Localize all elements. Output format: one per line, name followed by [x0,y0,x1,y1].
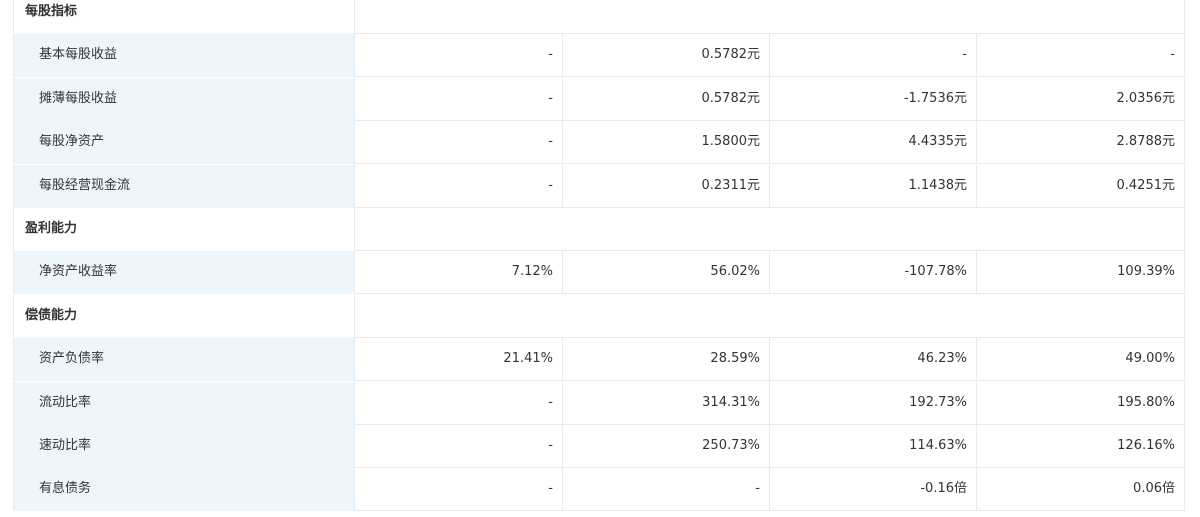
row-label: 基本每股收益 [13,34,355,78]
value-cell: 114.63% [770,425,977,468]
section-row: 每股指标 [13,0,1185,34]
row-label: 有息债务 [13,468,355,512]
value-cell: 2.0356元 [977,77,1185,121]
row-label: 净资产收益率 [13,251,355,295]
data-row: 净资产收益率 7.12% 56.02% -107.78% 109.39% [13,251,1185,295]
section-fill [355,208,1185,251]
value-cell: - [355,164,563,208]
value-cell: - [563,468,770,512]
value-cell: 192.73% [770,381,977,425]
value-cell: 0.2311元 [563,164,770,208]
value-cell: 2.8788元 [977,121,1185,165]
value-cell: - [355,425,563,468]
value-cell: 250.73% [563,425,770,468]
data-row: 流动比率 -314.31% 192.73% 195.80% [13,381,1185,425]
section-fill [355,0,1185,34]
value-cell: - [355,77,563,121]
value-cell: 4.4335元 [770,121,977,165]
value-cell: 7.12% [355,251,563,295]
data-row: 资产负债率 21.41% 28.59% 46.23% 49.00% [13,338,1185,382]
row-label: 资产负债率 [13,338,355,382]
value-cell: 126.16% [977,425,1185,468]
value-cell: - [355,381,563,425]
value-cell: 49.00% [977,338,1185,382]
value-cell: - [355,34,563,78]
data-row: 基本每股收益 -0.5782元 - - [13,34,1185,78]
value-cell: 0.4251元 [977,164,1185,208]
value-cell: 21.41% [355,338,563,382]
value-cell: - [770,34,977,78]
value-cell: -107.78% [770,251,977,295]
section-title: 盈利能力 [13,208,355,251]
section-fill [355,294,1185,338]
value-cell: 109.39% [977,251,1185,295]
data-row: 速动比率 -250.73% 114.63% 126.16% [13,425,1185,468]
value-cell: - [977,34,1185,78]
value-cell: 0.06倍 [977,468,1185,512]
row-label: 速动比率 [13,425,355,468]
section-title: 每股指标 [13,0,355,34]
value-cell: 314.31% [563,381,770,425]
data-row: 有息债务 - - -0.16倍 0.06倍 [13,468,1185,512]
value-cell: -1.7536元 [770,77,977,121]
row-label: 每股净资产 [13,121,355,165]
row-label: 摊薄每股收益 [13,77,355,121]
value-cell: 195.80% [977,381,1185,425]
value-cell: 46.23% [770,338,977,382]
value-cell: 0.5782元 [563,34,770,78]
section-row: 盈利能力 [13,208,1185,251]
value-cell: - [355,468,563,512]
value-cell: 1.5800元 [563,121,770,165]
section-title: 偿债能力 [13,294,355,338]
value-cell: -0.16倍 [770,468,977,512]
value-cell: - [355,121,563,165]
row-label: 每股经营现金流 [13,164,355,208]
data-row: 每股净资产 -1.5800元 4.4335元 2.8788元 [13,121,1185,165]
value-cell: 56.02% [563,251,770,295]
data-row: 摊薄每股收益 -0.5782元 -1.7536元 2.0356元 [13,77,1185,121]
data-row: 每股经营现金流 -0.2311元 1.1438元 0.4251元 [13,164,1185,208]
value-cell: 1.1438元 [770,164,977,208]
row-label: 流动比率 [13,381,355,425]
section-row: 偿债能力 [13,294,1185,338]
value-cell: 28.59% [563,338,770,382]
value-cell: 0.5782元 [563,77,770,121]
